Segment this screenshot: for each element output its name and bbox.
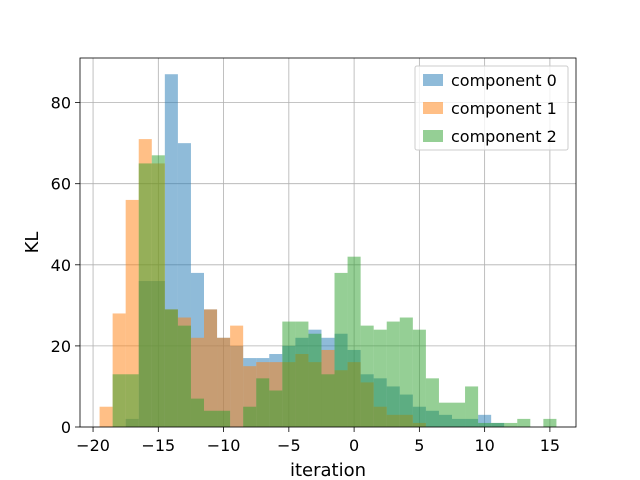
histogram-bar	[334, 272, 348, 427]
y-tick-label: 0	[61, 418, 71, 437]
histogram-bar	[230, 325, 244, 427]
legend-swatch	[423, 74, 443, 86]
histogram-bar	[164, 309, 178, 427]
x-tick-label: 10	[474, 436, 494, 455]
legend-swatch	[423, 102, 443, 114]
histogram-bar	[217, 337, 231, 427]
x-tick-label: 0	[349, 436, 359, 455]
histogram-bar	[243, 406, 257, 427]
histogram-bar	[295, 321, 309, 427]
y-axis-label: KL	[22, 232, 43, 254]
x-tick-label: −15	[141, 436, 175, 455]
histogram-bar	[125, 374, 139, 427]
histogram-bar	[151, 155, 165, 428]
histogram-bar	[282, 321, 296, 427]
histogram-bar	[138, 163, 152, 427]
histogram-bar	[269, 390, 283, 427]
histogram-bar	[204, 309, 218, 427]
legend-label: component 1	[451, 99, 557, 118]
series-2-bars	[112, 155, 557, 428]
histogram-bar	[543, 418, 557, 427]
x-tick-label: −5	[277, 436, 301, 455]
histogram-bar	[360, 325, 374, 427]
x-tick-label: −20	[76, 436, 110, 455]
histogram-bar	[190, 398, 204, 427]
histogram-bar	[112, 374, 126, 427]
histogram-bar	[99, 406, 113, 427]
x-tick-label: −10	[207, 436, 241, 455]
x-axis-label: iteration	[290, 460, 366, 480]
histogram-bar	[399, 317, 413, 427]
histogram-bar	[412, 329, 426, 427]
y-tick-label: 40	[51, 256, 71, 275]
histogram-bar	[517, 418, 531, 427]
histogram-bar	[347, 256, 361, 427]
histogram-bar	[125, 199, 139, 427]
legend-frame	[414, 65, 569, 151]
y-tick-label: 80	[51, 94, 71, 113]
histogram-bar	[438, 402, 452, 427]
histogram-bar	[465, 386, 479, 427]
histogram-bar	[452, 402, 466, 427]
histogram-bar	[491, 422, 505, 427]
histogram-bar	[217, 410, 231, 427]
histogram-bar	[256, 378, 270, 427]
histogram-bar	[504, 422, 518, 427]
histogram-bar	[321, 374, 335, 427]
axes-frame	[79, 57, 577, 428]
y-tick-label: 60	[51, 175, 71, 194]
legend-label: component 2	[451, 127, 557, 146]
axis-ticks: −20 −15 −10 −5 0 5 10 15 0 20 40 60 80	[51, 94, 560, 455]
histogram-bar	[177, 325, 191, 427]
histogram-bar	[204, 410, 218, 427]
x-tick-label: 5	[414, 436, 424, 455]
x-tick-label: 15	[540, 436, 560, 455]
y-tick-label: 20	[51, 337, 71, 356]
legend-label: component 0	[451, 71, 557, 90]
histogram-bar	[478, 422, 492, 427]
histogram-bar	[386, 321, 400, 427]
histogram-bar	[308, 333, 322, 427]
legend-swatch	[423, 130, 443, 142]
histogram-bar	[425, 378, 439, 427]
histogram-bars	[99, 74, 557, 428]
legend: component 0 component 1 component 2	[414, 65, 569, 151]
histogram-bar	[373, 329, 387, 427]
